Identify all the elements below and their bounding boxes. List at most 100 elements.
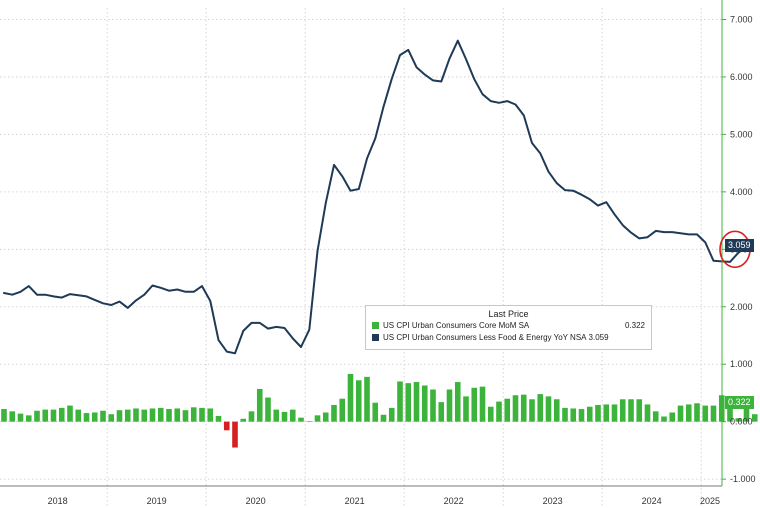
bar	[652, 411, 659, 422]
bar	[124, 409, 131, 422]
bar	[133, 408, 139, 422]
x-tick-label: 2022	[444, 496, 464, 506]
bar	[372, 402, 379, 422]
bar	[25, 415, 32, 422]
legend-value-bars: 0.322	[624, 320, 645, 330]
bar	[603, 404, 610, 422]
bar	[182, 410, 189, 422]
bar	[479, 386, 486, 422]
bar	[454, 382, 461, 422]
legend-title: Last Price	[488, 309, 529, 319]
bar	[743, 407, 750, 422]
bar	[174, 408, 181, 422]
bar	[34, 410, 40, 422]
bar	[17, 413, 24, 422]
bar	[430, 389, 436, 422]
x-tick-label: 2023	[543, 496, 563, 506]
bar	[141, 409, 148, 422]
legend-entry-line: US CPI Urban Consumers Less Food & Energ…	[366, 331, 651, 343]
bar	[364, 376, 370, 422]
y-tick-label: -1.000	[730, 474, 756, 484]
bar	[166, 409, 172, 422]
bar	[702, 405, 709, 422]
bar	[116, 410, 123, 422]
bar	[595, 405, 601, 422]
bar	[190, 407, 197, 422]
bar	[273, 409, 280, 422]
bar	[380, 414, 387, 422]
bar	[9, 411, 16, 422]
bar	[157, 407, 164, 422]
bar	[463, 396, 469, 422]
x-tick-label: 2024	[642, 496, 662, 506]
y-tick-label: 0.000	[730, 417, 753, 427]
bar	[331, 405, 337, 422]
bar	[100, 410, 106, 422]
y-tick-label: 6.000	[730, 72, 753, 82]
legend-label-line: US CPI Urban Consumers Less Food & Energ…	[383, 332, 587, 342]
legend-entry-bars: US CPI Urban Consumers Core MoM SA 0.322	[366, 319, 651, 331]
bar	[314, 415, 321, 422]
line-path	[3, 39, 748, 355]
bar	[405, 383, 412, 422]
bar	[446, 389, 453, 422]
bar	[339, 398, 346, 422]
legend-label-bars: US CPI Urban Consumers Core MoM SA	[383, 320, 530, 330]
legend-value-line: 3.059	[588, 332, 609, 342]
bar	[83, 413, 90, 422]
y-tick-label: 2.000	[730, 302, 753, 312]
x-tick-label: 2021	[345, 496, 365, 506]
bar	[108, 414, 115, 422]
bar	[694, 403, 700, 422]
bar	[636, 399, 643, 422]
gridlines	[0, 8, 722, 508]
bar	[50, 409, 57, 422]
bar	[438, 402, 445, 422]
bar	[388, 407, 395, 422]
bar	[677, 405, 684, 422]
bar	[545, 396, 552, 422]
bar	[306, 421, 313, 422]
bar	[628, 399, 634, 422]
bar	[199, 407, 205, 422]
bar	[256, 388, 263, 422]
bar	[58, 407, 65, 422]
bar	[661, 416, 667, 422]
bar	[215, 415, 222, 422]
bar	[298, 417, 304, 422]
bar	[248, 411, 255, 422]
last-value-tag-bars: 0.322	[725, 396, 754, 410]
y-tick-label: 5.000	[730, 129, 753, 139]
bar	[397, 381, 403, 422]
bar	[1, 409, 7, 422]
bar	[504, 398, 511, 422]
bar	[67, 405, 73, 422]
bar	[562, 407, 568, 422]
bar	[355, 380, 362, 422]
bar	[710, 405, 717, 422]
bar	[471, 387, 478, 422]
bar	[223, 421, 230, 431]
bar	[735, 418, 742, 422]
legend-swatch-bars	[372, 321, 379, 329]
bar	[421, 385, 428, 422]
bar	[669, 412, 676, 422]
bar	[347, 373, 354, 422]
bar	[91, 412, 98, 422]
x-tick-label: 2019	[147, 496, 167, 506]
line-series	[3, 39, 748, 355]
y-tick-label: 7.000	[730, 14, 753, 24]
bar	[512, 395, 519, 422]
bar	[289, 409, 296, 422]
bar	[281, 411, 288, 422]
bar	[529, 399, 535, 422]
legend-swatch-line	[372, 333, 379, 341]
bar	[520, 394, 527, 422]
bar	[265, 397, 271, 422]
bar	[240, 418, 247, 422]
bar	[685, 404, 692, 422]
legend: Last Price US CPI Urban Consumers Core M…	[365, 305, 652, 350]
bar	[75, 409, 82, 422]
x-tick-label: 2025	[700, 496, 720, 506]
